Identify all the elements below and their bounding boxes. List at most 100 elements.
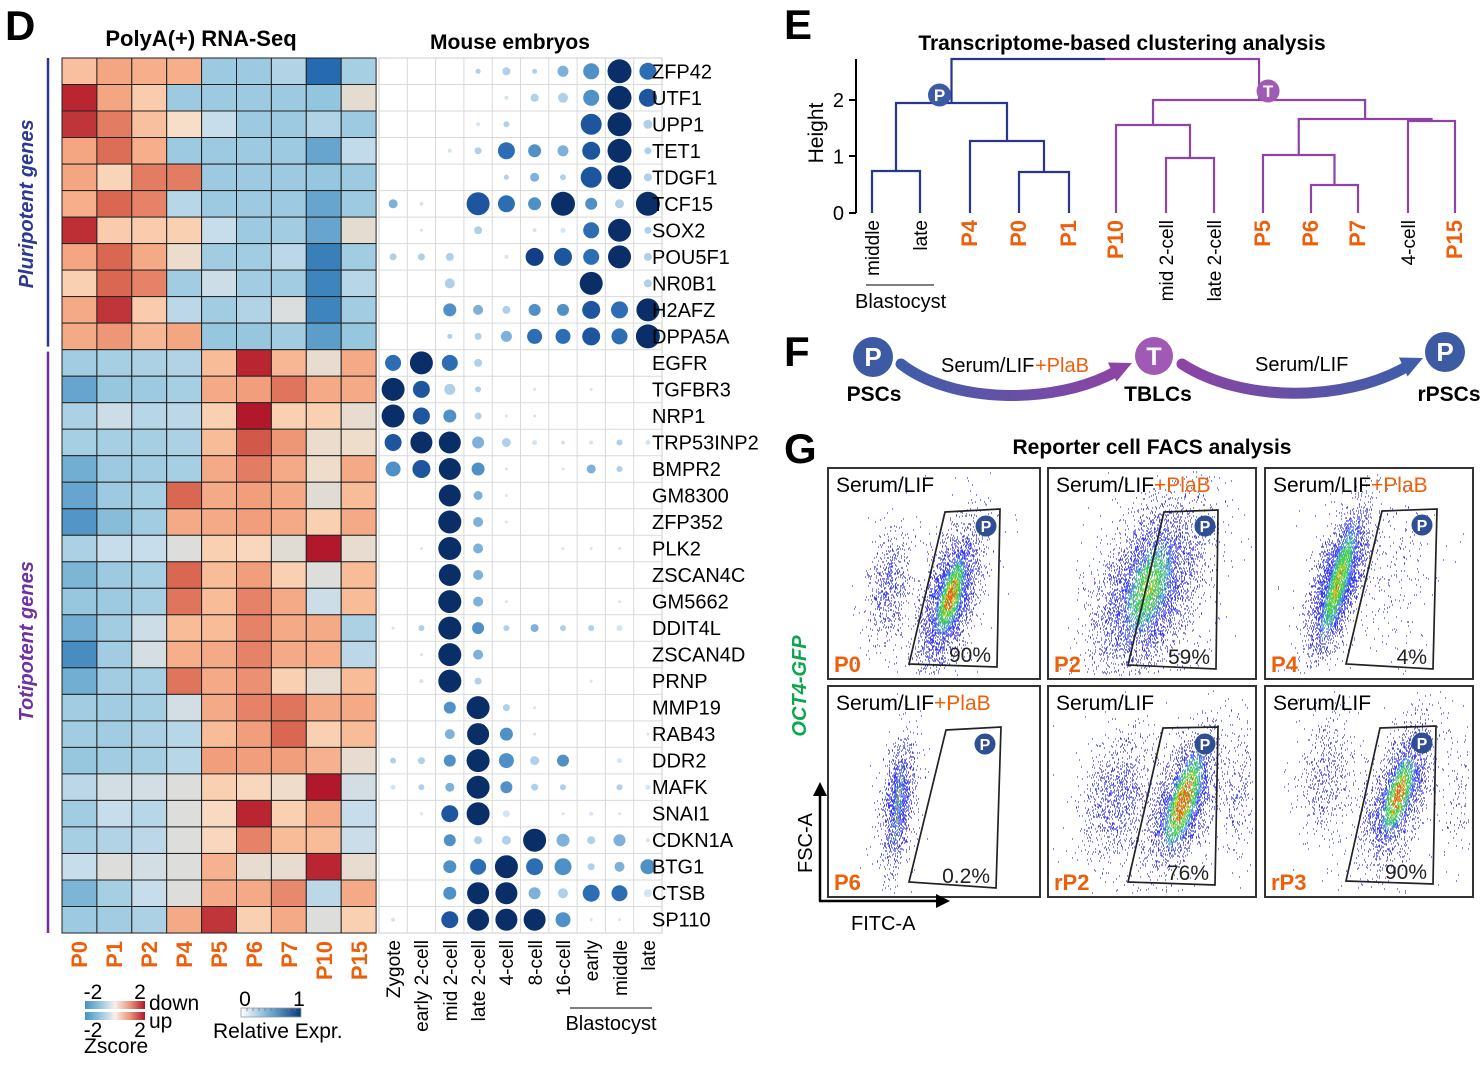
svg-text:rPSCs: rPSCs	[1417, 383, 1480, 406]
svg-text:FITC-A: FITC-A	[851, 913, 916, 935]
svg-text:TET1: TET1	[652, 141, 701, 163]
svg-text:DDIT4L: DDIT4L	[652, 618, 721, 640]
svg-text:P: P	[1200, 737, 1211, 754]
svg-text:P7: P7	[1345, 220, 1370, 247]
svg-text:4-cell: 4-cell	[497, 940, 518, 985]
svg-text:late: late	[911, 220, 932, 251]
svg-text:P6: P6	[242, 941, 267, 968]
svg-text:G: G	[784, 425, 817, 472]
svg-text:-2: -2	[84, 981, 103, 1004]
svg-text:P10: P10	[312, 941, 337, 980]
svg-text:P6: P6	[834, 870, 861, 895]
svg-text:76%: 76%	[1167, 862, 1209, 885]
svg-text:Transcriptome-based clustering: Transcriptome-based clustering analysis	[918, 32, 1325, 55]
svg-text:PLK2: PLK2	[652, 539, 701, 561]
svg-text:2: 2	[134, 981, 146, 1004]
svg-text:90%: 90%	[1385, 861, 1427, 884]
svg-text:P4: P4	[957, 219, 982, 247]
svg-text:GM5662: GM5662	[652, 592, 729, 614]
svg-text:8-cell: 8-cell	[526, 940, 547, 985]
svg-text:mid 2-cell: mid 2-cell	[441, 940, 462, 1021]
svg-text:ZFP352: ZFP352	[652, 512, 723, 534]
svg-text:P: P	[1417, 518, 1428, 535]
svg-text:late: late	[639, 940, 660, 971]
svg-text:Zygote: Zygote	[384, 940, 405, 998]
svg-text:PRNP: PRNP	[652, 671, 708, 693]
svg-text:ZFP42: ZFP42	[652, 61, 712, 83]
svg-text:P1: P1	[1056, 220, 1081, 247]
svg-text:rP2: rP2	[1054, 870, 1089, 895]
svg-text:D: D	[5, 2, 35, 49]
svg-text:P0: P0	[1006, 220, 1031, 247]
svg-text:P6: P6	[1298, 220, 1323, 247]
svg-text:Serum/LIF+PlaB: Serum/LIF+PlaB	[1056, 474, 1211, 497]
svg-text:TCF15: TCF15	[652, 194, 713, 216]
svg-text:early 2-cell: early 2-cell	[412, 940, 433, 1032]
svg-text:Blastocyst: Blastocyst	[565, 1013, 657, 1035]
svg-text:BMPR2: BMPR2	[652, 459, 721, 481]
svg-text:Serum/LIF: Serum/LIF	[1255, 354, 1348, 376]
svg-text:Serum/LIF: Serum/LIF	[836, 474, 934, 497]
svg-text:early: early	[582, 940, 603, 982]
svg-text:H2AFZ: H2AFZ	[652, 300, 715, 322]
svg-text:4-cell: 4-cell	[1399, 220, 1420, 265]
svg-text:middle: middle	[611, 940, 632, 996]
svg-text:P: P	[1417, 736, 1428, 753]
svg-text:2: 2	[134, 1019, 146, 1042]
svg-text:EGFR: EGFR	[652, 353, 708, 375]
svg-text:middle: middle	[863, 220, 884, 276]
svg-text:down: down	[149, 992, 199, 1015]
svg-text:P15: P15	[347, 941, 372, 980]
svg-text:1: 1	[833, 147, 844, 169]
svg-text:PSCs: PSCs	[847, 383, 902, 406]
svg-text:+PlaB: +PlaB	[1035, 355, 1089, 377]
svg-text:GM8300: GM8300	[652, 485, 729, 507]
svg-text:up: up	[149, 1010, 172, 1033]
svg-text:Mouse embryos: Mouse embryos	[430, 31, 590, 54]
svg-text:UTF1: UTF1	[652, 88, 702, 110]
svg-text:OCT4-GFP: OCT4-GFP	[789, 635, 811, 737]
svg-text:TDGF1: TDGF1	[652, 167, 718, 189]
svg-text:0: 0	[239, 988, 251, 1011]
svg-text:RAB43: RAB43	[652, 724, 715, 746]
svg-text:ZSCAN4C: ZSCAN4C	[652, 565, 745, 587]
svg-text:P7: P7	[277, 941, 302, 968]
svg-text:SNAI1: SNAI1	[652, 804, 710, 826]
svg-text:P15: P15	[1442, 220, 1467, 259]
svg-text:late 2-cell: late 2-cell	[1205, 220, 1226, 301]
svg-text:59%: 59%	[1168, 646, 1210, 669]
svg-text:DDR2: DDR2	[652, 751, 706, 773]
svg-text:P4: P4	[1271, 652, 1299, 677]
svg-text:SP110: SP110	[652, 910, 711, 932]
svg-text:MAFK: MAFK	[652, 777, 708, 799]
svg-text:P: P	[981, 519, 992, 536]
svg-text:Serum/LIF: Serum/LIF	[1273, 692, 1371, 715]
svg-text:Serum/LIF: Serum/LIF	[941, 355, 1034, 377]
svg-text:Zscore: Zscore	[84, 1035, 148, 1058]
svg-text:CDKN1A: CDKN1A	[652, 830, 734, 852]
svg-text:E: E	[784, 1, 812, 48]
svg-text:-2: -2	[84, 1019, 103, 1042]
svg-text:0.2%: 0.2%	[942, 865, 990, 888]
svg-text:late 2-cell: late 2-cell	[469, 940, 490, 1021]
svg-text:T: T	[1146, 343, 1161, 371]
svg-text:PolyA(+) RNA-Seq: PolyA(+) RNA-Seq	[105, 26, 296, 51]
svg-text:P0: P0	[834, 652, 861, 677]
svg-text:NRP1: NRP1	[652, 406, 705, 428]
svg-text:P: P	[934, 86, 945, 105]
svg-text:MMP19: MMP19	[652, 698, 721, 720]
svg-text:Height: Height	[805, 102, 828, 163]
svg-text:1: 1	[293, 988, 305, 1011]
svg-text:P10: P10	[1103, 220, 1128, 259]
svg-text:FSC-A: FSC-A	[795, 812, 817, 873]
svg-text:P5: P5	[207, 941, 232, 968]
svg-text:Pluripotent genes: Pluripotent genes	[16, 119, 38, 288]
svg-text:Serum/LIF+PlaB: Serum/LIF+PlaB	[1273, 474, 1428, 497]
svg-text:P0: P0	[67, 941, 92, 968]
svg-text:P: P	[864, 342, 881, 372]
svg-text:NR0B1: NR0B1	[652, 273, 716, 295]
svg-text:16-cell: 16-cell	[554, 940, 575, 996]
svg-text:Reporter cell FACS analysis: Reporter cell FACS analysis	[1013, 436, 1292, 459]
svg-text:TRP53INP2: TRP53INP2	[652, 432, 759, 454]
svg-text:P: P	[1436, 337, 1453, 367]
